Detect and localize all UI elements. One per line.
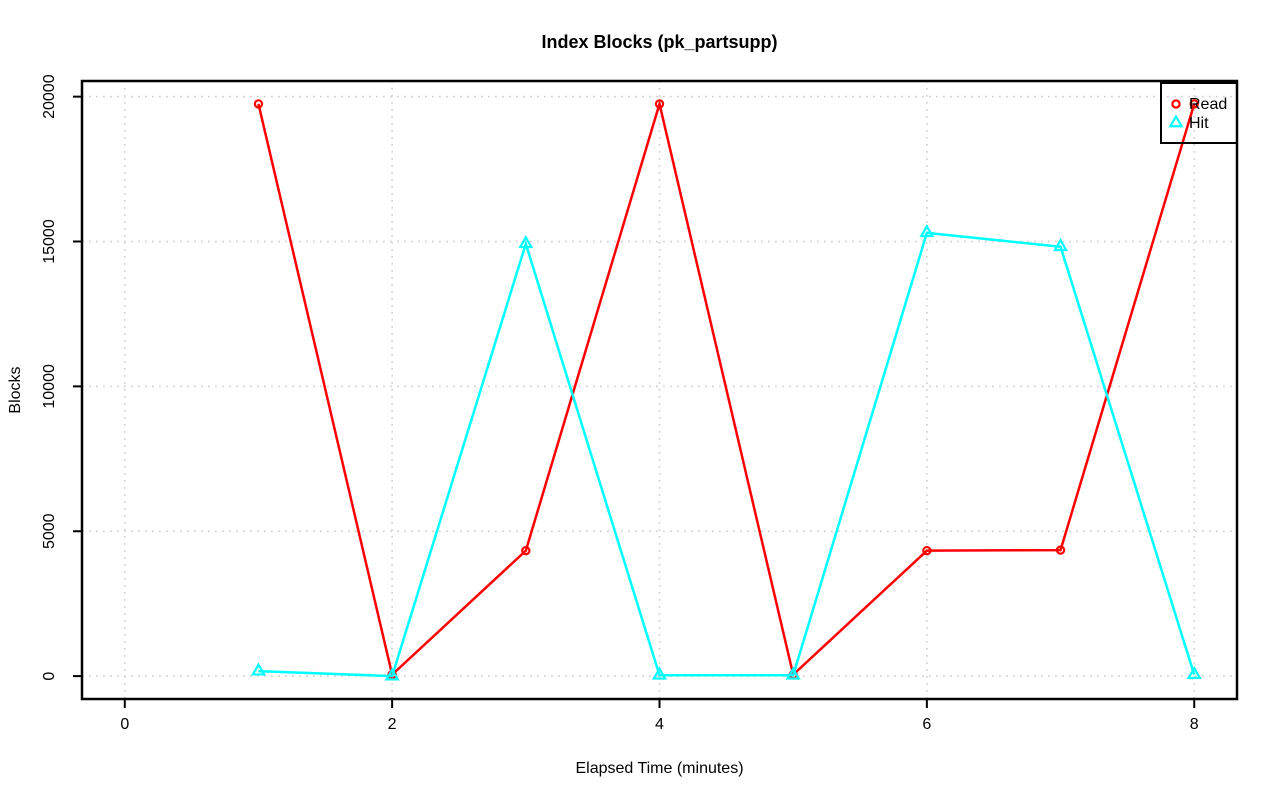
series-read-marker	[253, 99, 264, 109]
x-tick-label: 6	[922, 716, 931, 733]
series-hit-marker	[1186, 665, 1202, 680]
legend-marker-read	[1171, 99, 1181, 109]
series-hit-marker	[250, 662, 266, 676]
legend-label-read: Read	[1189, 96, 1227, 113]
x-tick-label: 8	[1190, 716, 1199, 733]
x-tick-label: 4	[655, 716, 664, 733]
chart-title: Index Blocks (pk_partsupp)	[541, 32, 778, 52]
series-read-marker	[654, 99, 665, 109]
y-tick-label: 5000	[41, 513, 58, 549]
series-hit-line	[258, 231, 1196, 678]
x-tick-label: 2	[388, 716, 397, 733]
x-axis-label: Elapsed Time (minutes)	[575, 760, 744, 777]
y-tick-label: 0	[41, 672, 58, 681]
series-read-marker	[521, 545, 531, 556]
series-hit-marker	[785, 666, 801, 680]
series-read-marker	[1189, 99, 1199, 109]
series-hit-marker	[518, 235, 534, 249]
series-read-line	[257, 99, 1196, 678]
legend-label-hit: Hit	[1189, 115, 1209, 132]
y-tick-label: 20000	[41, 74, 58, 119]
series-hit-marker	[651, 666, 668, 680]
series-hit-marker	[1053, 238, 1069, 252]
series-read-marker	[922, 545, 932, 556]
series-read-marker	[1055, 545, 1066, 555]
legend-marker-hit	[1168, 114, 1184, 128]
x-tick-label: 0	[120, 716, 129, 733]
series-hit-marker	[384, 667, 400, 681]
y-tick-label: 10000	[41, 364, 58, 409]
legend-box	[1160, 82, 1238, 144]
series-hit-marker	[919, 224, 935, 238]
y-tick-label: 15000	[41, 219, 58, 264]
